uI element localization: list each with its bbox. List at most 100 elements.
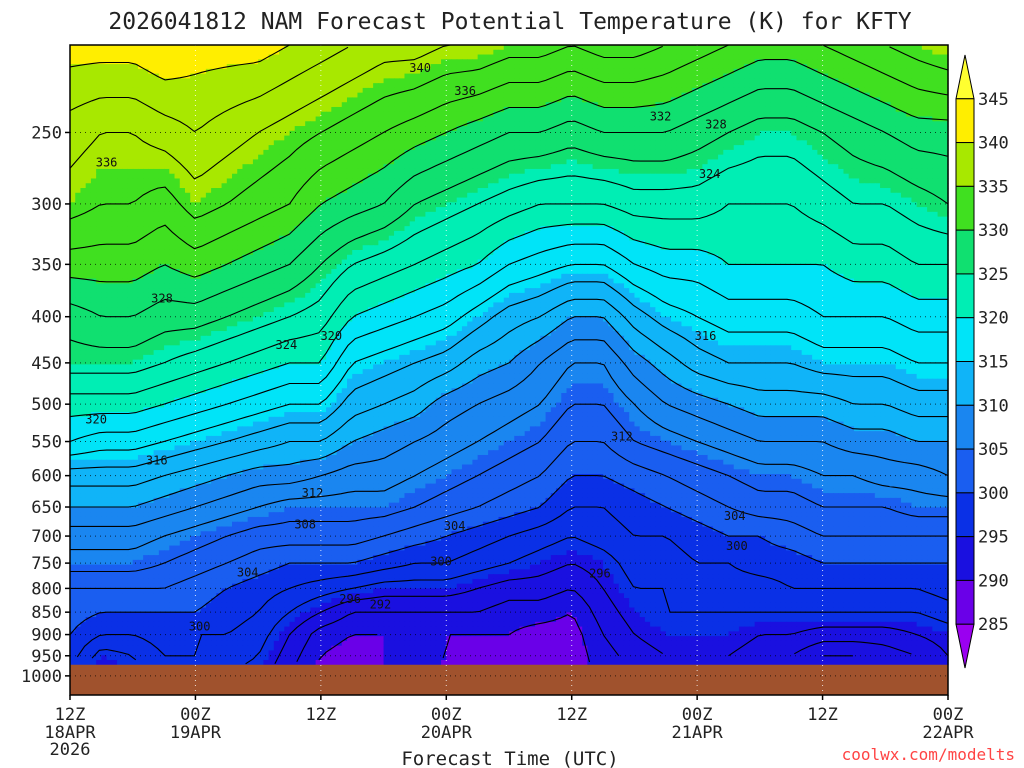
field-cell <box>822 173 829 180</box>
field-cell <box>514 102 521 108</box>
field-cell <box>315 126 322 132</box>
field-cell <box>738 54 745 60</box>
field-cell <box>420 126 426 132</box>
field-cell <box>937 135 944 141</box>
field-cell <box>561 164 568 170</box>
field-cell <box>671 164 677 170</box>
field-cell <box>221 73 228 79</box>
field-cell <box>320 159 327 165</box>
field-cell <box>817 130 824 137</box>
field-cell <box>195 130 202 137</box>
field-cell <box>545 164 552 170</box>
field-cell <box>806 159 813 165</box>
field-cell <box>900 106 907 113</box>
field-cell <box>268 73 275 79</box>
field-cell <box>765 78 771 84</box>
field-cell <box>336 130 343 137</box>
field-cell <box>707 121 714 127</box>
field-cell <box>733 140 740 146</box>
field-cell <box>237 168 244 175</box>
field-cell <box>383 68 390 75</box>
field-cell <box>916 140 923 146</box>
field-cell <box>148 92 155 99</box>
field-cell <box>467 145 474 151</box>
field-cell <box>451 121 458 127</box>
field-cell <box>874 130 881 137</box>
field-cell <box>911 87 918 94</box>
field-cell <box>216 97 223 103</box>
field-cell <box>603 45 609 51</box>
field-cell <box>388 87 395 94</box>
field-cell <box>346 126 353 132</box>
field-cell <box>101 111 108 118</box>
field-cell <box>352 78 359 84</box>
field-cell <box>519 59 526 65</box>
field-cell <box>441 121 447 127</box>
field-cell <box>263 173 270 180</box>
field-cell <box>770 135 777 141</box>
field-cell <box>232 183 238 189</box>
field-cell <box>806 45 813 51</box>
field-cell <box>482 135 489 141</box>
field-cell <box>822 64 829 70</box>
field-cell <box>200 64 207 70</box>
field-cell <box>232 168 238 175</box>
field-cell <box>153 135 160 141</box>
field-cell <box>759 168 766 175</box>
field-cell <box>164 116 170 122</box>
field-cell <box>232 135 238 141</box>
field-cell <box>216 68 223 75</box>
field-cell <box>493 183 500 189</box>
field-cell <box>650 121 656 127</box>
field-cell <box>169 49 176 56</box>
field-cell <box>728 59 735 65</box>
field-cell <box>681 183 688 189</box>
field-cell <box>697 92 703 99</box>
field-cell <box>848 121 855 127</box>
field-cell <box>634 49 641 56</box>
field-cell <box>817 135 824 141</box>
field-cell <box>535 135 541 141</box>
field-cell <box>404 140 411 146</box>
field-cell <box>592 130 599 137</box>
field-cell <box>331 78 338 84</box>
field-cell <box>331 59 338 65</box>
field-cell <box>817 111 824 118</box>
field-cell <box>331 64 338 70</box>
field-cell <box>665 140 672 146</box>
field-cell <box>477 164 484 170</box>
field-cell <box>927 154 933 161</box>
field-cell <box>232 145 238 151</box>
field-cell <box>336 102 343 108</box>
field-cell <box>556 83 562 89</box>
field-cell <box>75 159 82 165</box>
field-cell <box>942 145 949 151</box>
field-cell <box>184 64 191 70</box>
field-cell <box>697 126 703 132</box>
field-cell <box>921 140 928 146</box>
field-cell <box>132 97 139 103</box>
field-cell <box>801 145 808 151</box>
field-cell <box>461 140 468 146</box>
field-cell <box>336 178 343 184</box>
field-cell <box>441 168 447 175</box>
field-cell <box>315 121 322 127</box>
field-cell <box>702 183 709 189</box>
field-cell <box>697 145 703 151</box>
field-cell <box>874 145 881 151</box>
field-cell <box>665 149 672 156</box>
field-cell <box>900 121 907 127</box>
field-cell <box>817 154 824 161</box>
field-cell <box>671 87 677 94</box>
field-cell <box>869 126 876 132</box>
field-cell <box>785 111 792 118</box>
field-cell <box>503 68 510 75</box>
field-cell <box>461 173 468 180</box>
field-cell <box>770 87 777 94</box>
field-cell <box>383 159 390 165</box>
field-cell <box>885 45 892 51</box>
field-cell <box>529 102 536 108</box>
field-cell <box>576 164 583 170</box>
field-cell <box>603 145 609 151</box>
field-cell <box>211 116 217 122</box>
